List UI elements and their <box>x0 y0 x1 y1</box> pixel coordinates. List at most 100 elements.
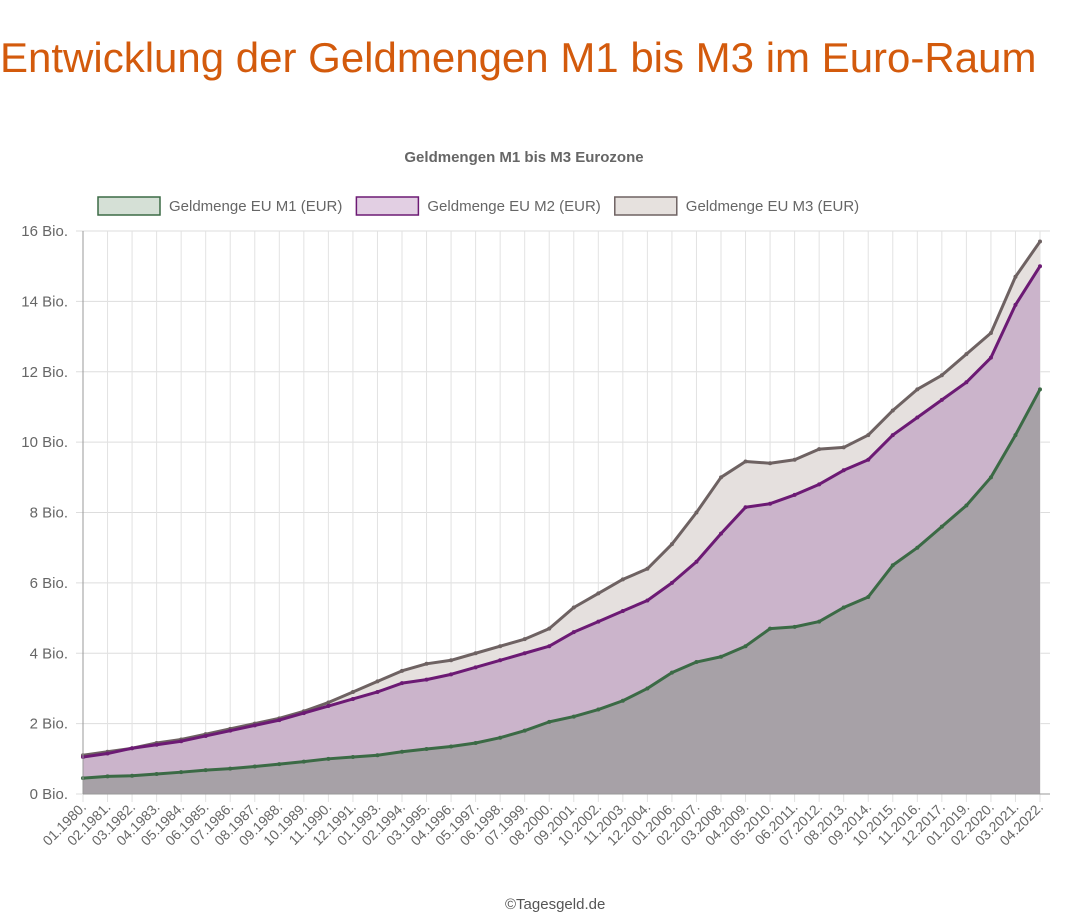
data-point <box>498 658 503 663</box>
chart-title: Geldmengen M1 bis M3 Eurozone <box>404 149 643 166</box>
data-point <box>596 591 601 596</box>
data-point <box>301 711 306 716</box>
area-m1 <box>83 389 1040 794</box>
data-point <box>105 751 110 756</box>
data-point <box>866 433 871 438</box>
data-point <box>449 744 454 749</box>
legend-label: Geldmenge EU M2 (EUR) <box>427 198 600 215</box>
data-point <box>841 468 846 473</box>
data-point <box>1038 239 1042 244</box>
data-point <box>890 408 895 413</box>
legend-swatch <box>97 196 161 216</box>
data-point <box>620 609 625 614</box>
data-point <box>768 626 773 631</box>
data-point <box>1013 274 1018 279</box>
data-point <box>596 707 601 712</box>
data-point <box>277 762 282 767</box>
data-point <box>424 661 429 666</box>
data-point <box>277 718 282 723</box>
data-point <box>915 387 920 392</box>
data-point <box>375 689 380 694</box>
data-point <box>669 542 674 547</box>
data-point <box>547 644 552 649</box>
data-point <box>522 651 527 656</box>
data-point <box>719 475 723 480</box>
data-point <box>841 605 846 610</box>
data-point <box>817 482 822 487</box>
data-point <box>350 755 355 760</box>
copyright-footer: ©Tagesgeld.de <box>505 896 606 913</box>
data-point <box>645 566 650 571</box>
data-point <box>228 766 233 771</box>
data-point <box>350 696 355 701</box>
data-point <box>988 331 993 336</box>
data-point <box>424 677 429 682</box>
data-point <box>326 700 331 705</box>
data-point <box>792 624 797 629</box>
data-point <box>105 774 110 779</box>
data-point <box>817 447 822 452</box>
y-tick-label: 10 Bio. <box>21 434 68 451</box>
data-point <box>179 770 184 775</box>
data-point <box>866 457 871 462</box>
data-point <box>719 531 723 536</box>
data-point <box>669 670 674 675</box>
data-point <box>547 719 552 724</box>
data-point <box>400 681 404 686</box>
data-point <box>620 698 625 703</box>
y-tick-label: 4 Bio. <box>30 645 68 662</box>
data-point <box>988 475 993 480</box>
data-point <box>350 689 355 694</box>
data-point <box>571 714 576 719</box>
data-point <box>326 704 331 709</box>
data-point <box>252 764 257 769</box>
data-point <box>939 524 944 529</box>
data-point <box>1038 387 1042 392</box>
legend-label: Geldmenge EU M1 (EUR) <box>169 198 342 215</box>
data-point <box>866 594 871 599</box>
data-point <box>841 445 846 450</box>
line-m2 <box>82 265 1042 759</box>
data-point <box>669 580 674 585</box>
data-point <box>743 644 748 649</box>
data-point <box>694 559 699 564</box>
y-tick-label: 12 Bio. <box>21 364 68 381</box>
line-m1 <box>82 388 1042 780</box>
data-point <box>154 742 159 747</box>
data-point <box>1013 302 1018 307</box>
data-point <box>498 735 503 740</box>
data-point <box>890 563 895 568</box>
data-point <box>522 728 527 733</box>
data-point <box>498 644 503 649</box>
data-point <box>596 619 601 624</box>
legend-swatch <box>614 196 678 216</box>
data-point <box>252 723 257 728</box>
data-point <box>228 728 233 733</box>
data-point <box>768 461 773 466</box>
data-point <box>154 771 159 776</box>
data-point <box>203 733 208 738</box>
data-point <box>620 577 625 582</box>
data-point <box>964 503 969 508</box>
data-point <box>473 665 478 670</box>
data-point <box>694 510 699 515</box>
legend-swatch <box>355 196 420 216</box>
data-point <box>449 658 454 663</box>
data-point <box>473 740 478 745</box>
data-point <box>719 654 723 659</box>
data-point <box>179 739 184 744</box>
data-point <box>326 756 331 761</box>
data-point <box>915 415 920 420</box>
legend-label: Geldmenge EU M3 (EUR) <box>686 198 859 215</box>
data-point <box>817 619 822 624</box>
data-point <box>375 753 380 758</box>
data-point <box>890 433 895 438</box>
data-point <box>424 746 429 751</box>
y-tick-label: 14 Bio. <box>21 293 68 310</box>
data-point <box>130 746 135 751</box>
y-tick-label: 0 Bio. <box>30 786 68 803</box>
data-point <box>571 630 576 635</box>
data-point <box>645 686 650 691</box>
data-point <box>1038 264 1042 269</box>
